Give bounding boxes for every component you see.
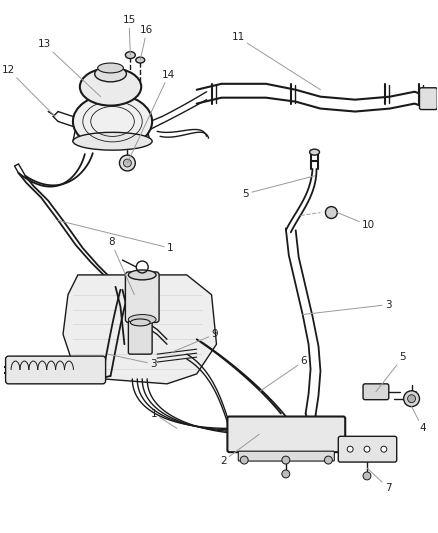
Text: 3: 3: [108, 354, 157, 369]
Ellipse shape: [128, 270, 156, 280]
Text: 5: 5: [376, 352, 406, 392]
Circle shape: [408, 395, 416, 402]
Ellipse shape: [125, 52, 135, 59]
Circle shape: [240, 456, 248, 464]
Text: 2: 2: [220, 434, 259, 466]
Circle shape: [124, 159, 131, 167]
Circle shape: [347, 446, 353, 452]
Text: 14: 14: [127, 70, 175, 163]
Text: 6: 6: [259, 356, 307, 392]
Text: 5: 5: [243, 176, 314, 199]
Ellipse shape: [80, 68, 141, 106]
Ellipse shape: [136, 57, 145, 63]
Polygon shape: [63, 275, 216, 384]
Circle shape: [325, 456, 332, 464]
FancyBboxPatch shape: [6, 356, 106, 384]
Circle shape: [363, 472, 371, 480]
Circle shape: [381, 446, 387, 452]
Ellipse shape: [128, 314, 156, 325]
Text: 15: 15: [123, 15, 136, 55]
FancyBboxPatch shape: [128, 320, 152, 354]
Text: 11: 11: [231, 33, 321, 90]
Ellipse shape: [73, 94, 152, 149]
Ellipse shape: [73, 132, 152, 150]
Text: 10: 10: [337, 213, 375, 230]
Circle shape: [325, 207, 337, 219]
Circle shape: [364, 446, 370, 452]
Circle shape: [404, 391, 420, 407]
Ellipse shape: [98, 63, 124, 73]
Text: 3: 3: [303, 300, 392, 314]
Text: 1: 1: [151, 408, 177, 429]
Ellipse shape: [95, 66, 127, 82]
Ellipse shape: [310, 149, 319, 155]
FancyBboxPatch shape: [338, 437, 397, 462]
Text: 7: 7: [367, 468, 392, 493]
FancyBboxPatch shape: [227, 416, 345, 452]
Text: 13: 13: [38, 39, 101, 96]
Text: 12: 12: [2, 65, 55, 117]
FancyBboxPatch shape: [238, 451, 334, 461]
Circle shape: [282, 456, 290, 464]
Ellipse shape: [131, 319, 150, 326]
FancyBboxPatch shape: [125, 272, 159, 322]
Circle shape: [120, 155, 135, 171]
Text: 4: 4: [412, 407, 426, 433]
Text: 16: 16: [140, 26, 153, 60]
Text: 8: 8: [108, 237, 134, 295]
Circle shape: [282, 470, 290, 478]
Text: 9: 9: [172, 329, 218, 352]
Text: 1: 1: [58, 221, 173, 253]
FancyBboxPatch shape: [363, 384, 389, 400]
FancyBboxPatch shape: [420, 88, 437, 110]
